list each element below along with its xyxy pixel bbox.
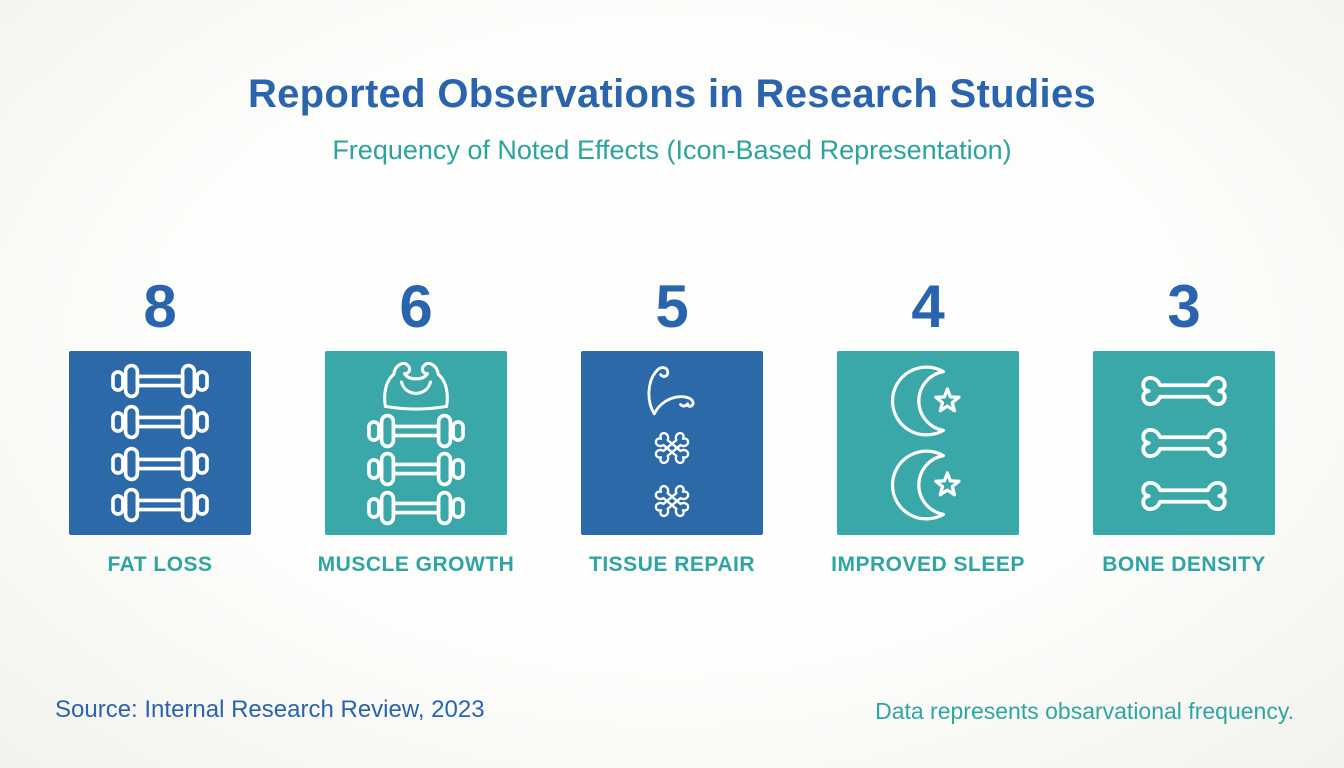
icon-box <box>837 351 1019 535</box>
bone-icon <box>1129 370 1239 412</box>
value-label: 6 <box>399 273 433 340</box>
icon-box <box>581 351 763 535</box>
category-label: IMPROVED SLEEP <box>831 553 1025 576</box>
bone-icon <box>1129 475 1239 517</box>
category-label: TISSUE REPAIR <box>589 553 755 576</box>
dumbbell-icon <box>361 489 471 527</box>
dumbbell-icon <box>361 450 471 488</box>
dumbbell-icon <box>361 412 471 450</box>
tile-fat-loss: 8 FAT LOSS <box>69 277 251 577</box>
value-label: 8 <box>143 273 177 340</box>
dumbbell-icon <box>105 403 215 441</box>
tile-bone-density: 3 BONE DENSITY <box>1093 277 1275 577</box>
bone-icon <box>1129 422 1239 464</box>
dumbbell-icon <box>105 445 215 483</box>
pictograph-row: 8 FAT LOSS 6 MUSCLE GROWTH 5 TISSUE REPA… <box>0 277 1344 577</box>
dumbbell-icon <box>105 362 215 400</box>
tile-tissue-repair: 5 TISSUE REPAIR <box>581 277 763 577</box>
page-title: Reported Observations in Research Studie… <box>247 72 1097 116</box>
icon-box <box>325 351 507 535</box>
crossed-bones-icon <box>639 422 705 474</box>
dumbbell-icon <box>105 486 215 524</box>
footnote: Data represents obsarvational frequency. <box>875 698 1294 724</box>
crossed-bones-icon <box>639 475 705 527</box>
category-label: MUSCLE GROWTH <box>317 553 515 576</box>
flexed-arm-icon <box>640 360 704 422</box>
moon-star-icon <box>886 359 970 443</box>
category-label: BONE DENSITY <box>1102 553 1266 576</box>
value-label: 3 <box>1167 273 1201 340</box>
muscle-icon <box>372 359 460 411</box>
tile-muscle-growth: 6 MUSCLE GROWTH <box>318 273 514 577</box>
moon-star-icon <box>886 443 970 527</box>
value-label: 4 <box>911 273 945 340</box>
page-subtitle: Frequency of Noted Effects (Icon-Based R… <box>332 135 1012 165</box>
value-label: 5 <box>655 273 689 340</box>
icon-box <box>1093 351 1275 535</box>
icon-box <box>69 351 251 535</box>
category-label: FAT LOSS <box>107 553 213 576</box>
source-citation: Source: Internal Research Review, 2023 <box>55 696 485 723</box>
tile-improved-sleep: 4 IMPROVED SLEEP <box>831 273 1024 577</box>
